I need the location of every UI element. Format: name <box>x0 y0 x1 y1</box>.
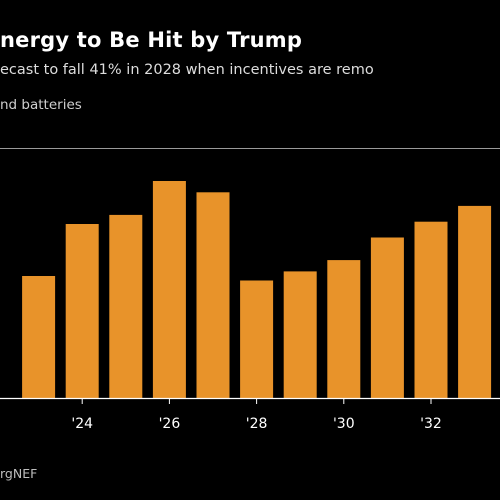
bars-group <box>22 181 492 398</box>
chart-subtitle: ecast to fall 41% in 2028 when incentive… <box>0 62 374 78</box>
x-axis-ticks: '24'26'28'30'3220 <box>71 398 442 432</box>
legend-label: nd batteries <box>0 97 82 113</box>
bar-2025 <box>109 214 143 398</box>
x-tick-label-2024: '24 <box>71 416 93 432</box>
x-tick-label-2026: '26 <box>159 416 181 432</box>
bar-2030 <box>327 260 361 398</box>
bar-2031 <box>370 237 404 398</box>
bar-2026 <box>152 181 186 398</box>
x-tick-label-2028: '28 <box>246 416 268 432</box>
bar-2028 <box>240 280 274 398</box>
chart-title: nergy to Be Hit by Trump <box>0 28 303 52</box>
bar-2033 <box>458 205 492 398</box>
x-tick-label-2032: '32 <box>420 416 442 432</box>
bar-2032 <box>414 221 448 398</box>
x-tick-label-2030: '30 <box>333 416 355 432</box>
bar-2024 <box>65 224 99 398</box>
bar-2029 <box>283 271 317 398</box>
bar-2027 <box>196 192 230 398</box>
source-note: rgNEF <box>0 466 38 481</box>
bar-2023 <box>22 276 56 398</box>
header-divider <box>0 148 500 149</box>
